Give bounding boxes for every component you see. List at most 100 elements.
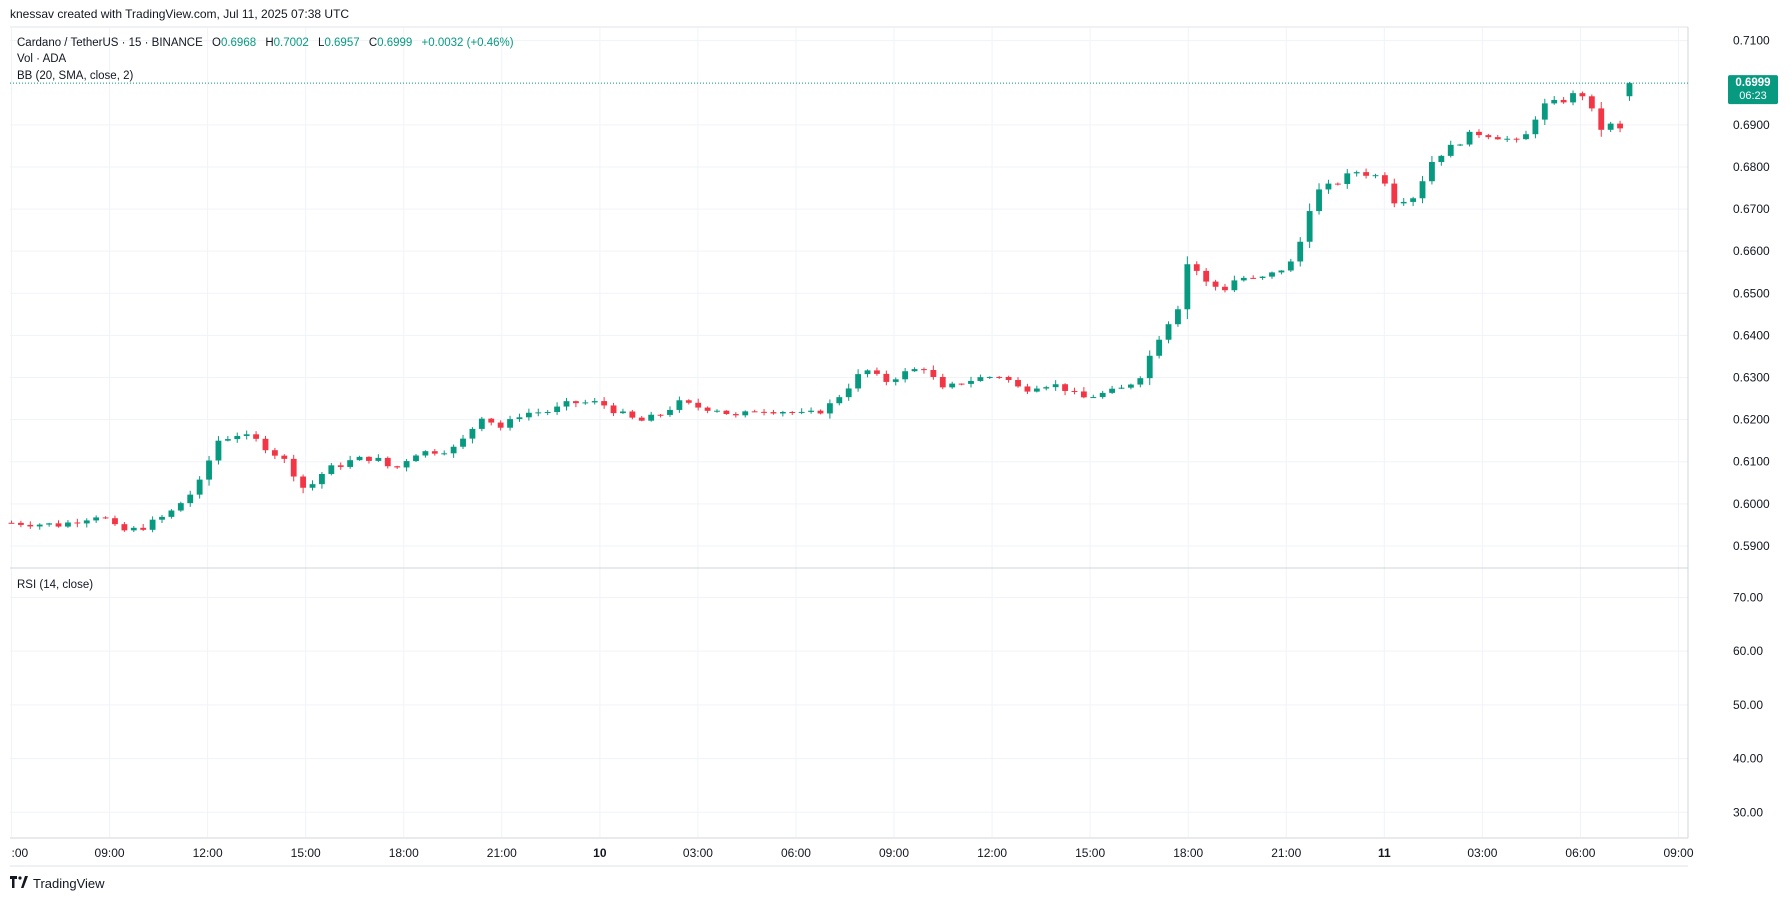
candle-body [591,401,598,403]
candle-body [1259,276,1266,278]
candle-body [629,411,636,418]
candle [1400,198,1407,206]
candle-body [516,417,523,420]
candle-body [714,410,720,412]
candle-body [36,524,43,527]
candle-body [394,466,401,468]
candle [1447,140,1454,158]
candle [1099,390,1106,399]
candle [591,397,598,405]
candle [328,463,335,476]
candle [544,410,551,416]
candle [309,480,316,491]
candle-body [883,373,890,382]
candle [413,454,419,462]
candle [253,431,259,442]
tradingview-logo[interactable]: TradingView [10,876,105,891]
candle [657,414,664,418]
candle-body [826,403,833,414]
candle [1118,384,1125,389]
logo-t-icon [10,876,17,888]
price-tick-label: 0.6200 [1733,413,1770,427]
candle-body [27,524,34,527]
volume-indicator-label[interactable]: Vol · ADA [17,53,67,65]
candle [234,432,241,443]
candle [46,522,53,527]
candle [1165,321,1172,344]
candle [384,456,391,469]
candle-body [46,523,53,525]
time-tick-label: :00 [12,846,29,860]
time-tick-label: 06:00 [1565,846,1595,860]
candle [826,399,833,419]
candle [497,420,504,431]
candle [1551,96,1558,105]
candle [667,406,673,417]
candle [1579,91,1586,101]
time-axis[interactable]: :00 09:00 12:00 15:00 18:00 21:00 10 03:00 06:00… [12,846,1694,860]
candle [140,524,147,532]
candle [1560,97,1567,104]
price-tick-label: 0.6100 [1733,455,1770,469]
candle [563,397,570,411]
candle [1090,394,1097,399]
symbol-title[interactable]: Cardano / TetherUS · 15 · BINANCE [17,37,203,49]
candle-body [1504,138,1511,140]
price-tag-value: 0.6999 [1735,77,1770,89]
candle [1024,383,1031,395]
time-tick-label: 18:00 [1173,846,1203,860]
candle [121,521,128,532]
candle [620,408,626,414]
candle-body [1410,198,1417,202]
candle-body [1363,172,1369,176]
candle [1391,178,1398,208]
candle [1306,203,1313,248]
candle [798,408,805,415]
rsi-indicator-label[interactable]: RSI (14, close) [17,579,93,591]
candle-body [874,370,880,374]
candle-body [1476,131,1482,136]
candle [1137,376,1144,388]
candle-body [102,517,109,519]
candle [478,416,485,432]
time-tick-label: 21:00 [487,846,517,860]
candle [864,369,871,378]
price-tick-label: 0.5900 [1733,539,1770,553]
high-label: H [265,37,273,49]
candle-body [723,410,730,415]
candle-body [149,519,156,530]
candle-body [1203,270,1210,282]
candle-body [159,516,165,520]
candle-body [224,439,231,441]
candle [836,394,843,406]
candle-body [1617,123,1623,129]
candle [215,436,222,465]
candle-body [1175,309,1181,325]
candle [1222,283,1228,293]
candle-body [488,418,495,423]
candle-body [93,517,100,521]
candle [1193,261,1200,276]
candle-body [1033,388,1040,392]
candle [525,408,532,421]
candle-body [1523,134,1529,140]
candle [770,409,777,415]
candle [36,523,43,530]
candle-body [196,479,203,495]
candle [779,410,786,417]
candle [1334,182,1341,186]
candle [1278,270,1285,275]
candle-body [384,457,391,467]
candle [610,402,617,417]
candle-body [779,412,786,414]
time-tick-label: 11 [1378,846,1391,860]
candle-body [1015,379,1021,387]
bollinger-bands-label[interactable]: BB (20, SMA, close, 2) [17,70,133,82]
candle [1419,175,1426,204]
candle [1269,271,1275,279]
legend-ohlc[interactable]: Cardano / TetherUS · 15 · BINANCE O0.696… [17,37,514,49]
rsi-tick-label: 70.00 [1733,590,1763,604]
brand-name: TradingView [33,876,105,891]
price-tick-label: 0.6400 [1733,328,1770,342]
candle [1062,383,1068,396]
